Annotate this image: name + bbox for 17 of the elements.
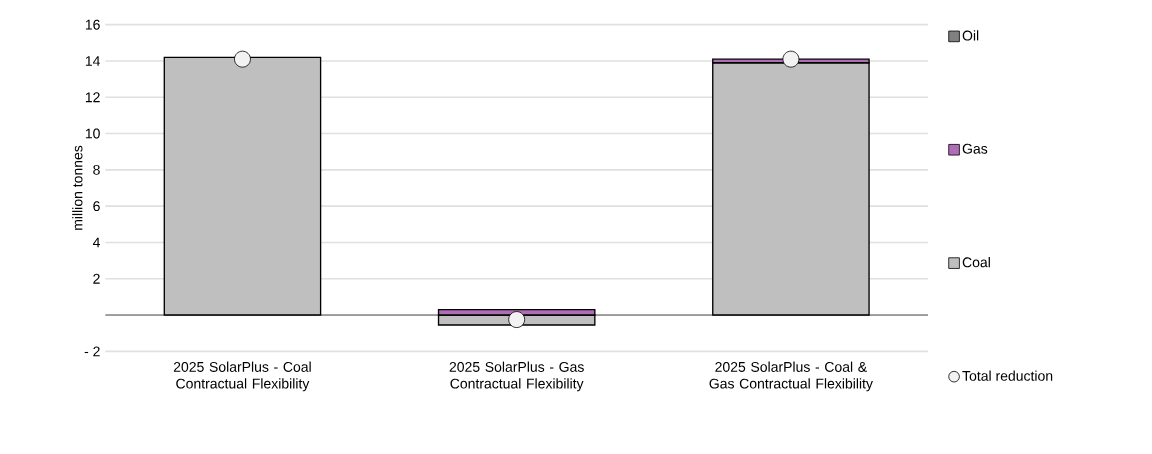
legend-label: Gas [962, 143, 988, 154]
y-tick-label: 2 [93, 273, 100, 284]
x-tick-label: 2025 SolarPlus - Coal Contractual Flexibility [173, 361, 311, 392]
y-axis-title: million tonnes [72, 145, 83, 230]
legend-label: Coal [962, 256, 990, 268]
legend-label: Oil [962, 30, 979, 41]
y-tick-label: 6 [93, 201, 100, 212]
y-tick-label: 8 [93, 164, 100, 175]
y-tick-label: - 2 [84, 346, 100, 357]
y-tick-label: 10 [85, 128, 100, 139]
y-tick-label: 14 [85, 56, 100, 66]
y-tick-label: 16 [85, 19, 100, 30]
y-tick-label: 4 [92, 237, 100, 248]
legend-label: Total reduction [962, 370, 1053, 381]
x-tick-label: 2025 SolarPlus - Gas Contractual Flexibility [449, 361, 584, 392]
x-tick-label: 2025 SolarPlus - Coal & Gas Contractual Flexibility [709, 361, 873, 392]
y-tick-label: 12 [85, 92, 100, 103]
